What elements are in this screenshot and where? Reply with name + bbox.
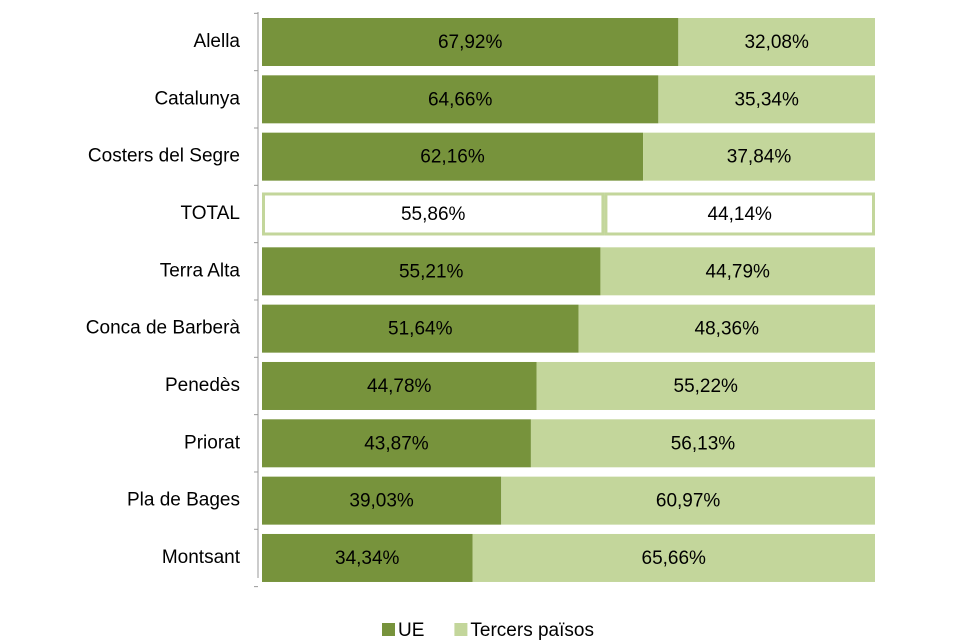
legend-swatch [382, 623, 395, 636]
bar-segment [262, 18, 679, 66]
data-label: 55,22% [674, 376, 739, 397]
category-label: Priorat [184, 432, 241, 453]
bar-segment [536, 361, 875, 410]
data-label: 39,03% [349, 491, 414, 512]
category-label: Catalunya [154, 88, 240, 109]
bar-segment [472, 533, 875, 582]
legend-label: Tercers països [470, 620, 594, 641]
legend-label: UE [398, 620, 424, 641]
data-label: 56,13% [671, 433, 736, 454]
data-label: 44,78% [367, 376, 432, 397]
bar-segment [262, 192, 605, 236]
bar-segment [262, 533, 473, 582]
bar-segment [262, 476, 502, 525]
bar-segment [262, 304, 579, 353]
data-label: 65,66% [642, 548, 707, 569]
category-label: Montsant [162, 547, 241, 568]
bar-segment [501, 476, 875, 525]
data-label: 44,79% [705, 261, 770, 282]
category-label: Pla de Bages [127, 490, 240, 511]
category-label: Alella [194, 31, 241, 52]
bar-segment [262, 132, 644, 181]
data-label: 48,36% [695, 319, 760, 340]
category-label: Terra Alta [160, 260, 241, 281]
bar-segment [262, 247, 601, 296]
data-label: 35,34% [734, 89, 799, 110]
data-label: 62,16% [420, 147, 485, 168]
bar-segment [643, 132, 875, 181]
data-label: 37,84% [727, 147, 792, 168]
data-label: 64,66% [428, 89, 493, 110]
bar-segment [262, 75, 659, 124]
bar-segment [600, 247, 875, 296]
category-label: Costers del Segre [88, 146, 240, 167]
data-label: 32,08% [744, 32, 809, 53]
category-label: TOTAL [181, 203, 240, 224]
category-label: Conca de Barberà [86, 318, 241, 339]
data-label: 55,86% [401, 204, 466, 225]
bar-segment [578, 304, 875, 353]
bar-segment [262, 361, 537, 410]
legend-swatch [454, 623, 468, 636]
data-label: 55,21% [399, 261, 464, 282]
category-label: Penedès [165, 375, 240, 396]
bar-segment [530, 419, 875, 468]
bar-segment [658, 75, 875, 124]
bar-segment [678, 18, 875, 66]
data-label: 34,34% [335, 548, 400, 569]
data-label: 44,14% [707, 204, 772, 225]
data-label: 67,92% [438, 32, 503, 53]
data-label: 43,87% [364, 433, 429, 454]
bar-segment [262, 419, 531, 468]
bar-segment [604, 192, 875, 236]
data-label: 60,97% [656, 491, 721, 512]
data-label: 51,64% [388, 319, 453, 340]
